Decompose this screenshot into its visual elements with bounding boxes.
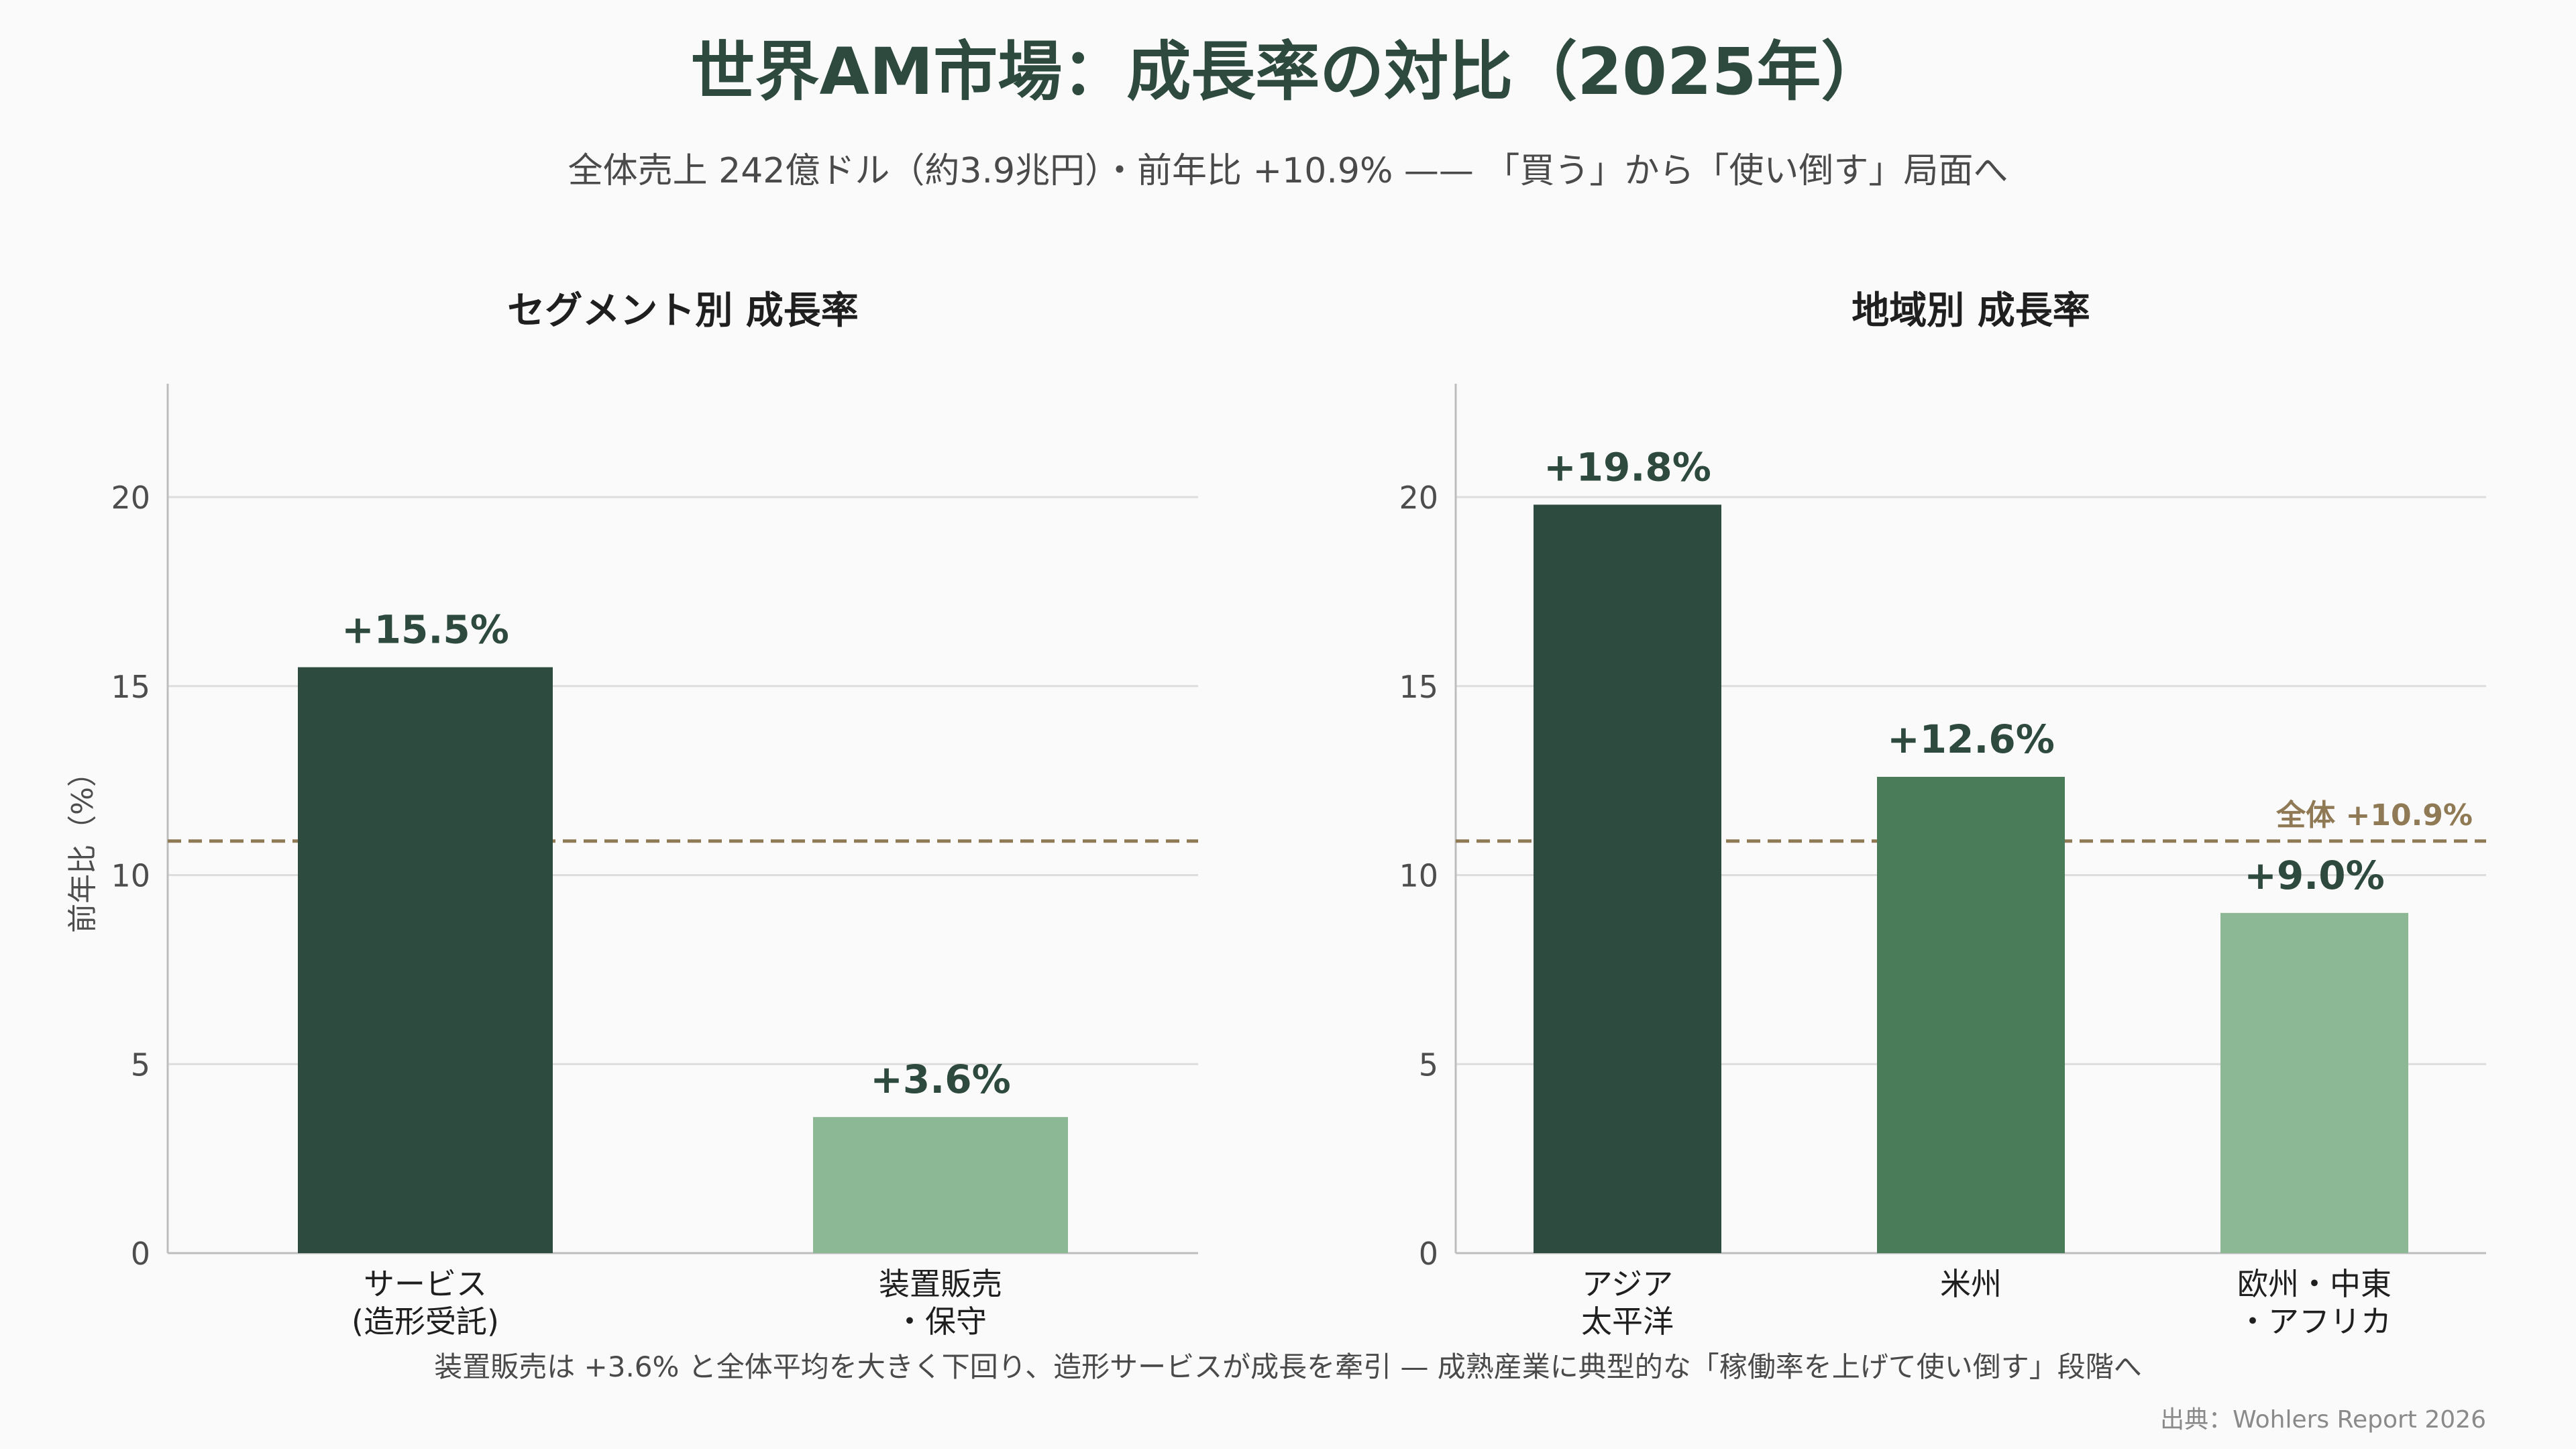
y-tick-label: 0 <box>131 1236 150 1272</box>
bar <box>1534 504 1721 1254</box>
x-tick-label-line: 太平洋 <box>1581 1303 1674 1340</box>
bar <box>1877 777 2065 1253</box>
x-tick-label: 装置販売・保守 <box>879 1266 1002 1340</box>
y-tick-label: 20 <box>1399 480 1438 516</box>
chart-panel: 地域別 成長率 0 5 10 15 20 全体 +10.9% +19.8% アジア太平洋 +12.… <box>1399 289 2486 1340</box>
y-tick-label: 10 <box>111 858 150 894</box>
bar-value-label: +19.8% <box>1544 444 1711 490</box>
bar <box>2220 912 2408 1253</box>
x-tick-label: 米州 <box>1940 1266 2002 1302</box>
chart-title: セグメント別 成長率 <box>507 289 859 333</box>
x-tick-label-line: 装置販売 <box>879 1266 1002 1302</box>
bar <box>298 667 553 1253</box>
bar-value-label: +15.5% <box>341 607 509 653</box>
y-tick-label: 5 <box>131 1046 150 1083</box>
y-tick-label: 15 <box>1399 669 1438 705</box>
subtitle: 全体売上 242億ドル（約3.9兆円）・前年比 +10.9% —— 「買う」から… <box>568 151 2008 191</box>
y-axis-label: 前年比（%） <box>66 757 100 933</box>
chart-title: 地域別 成長率 <box>1851 289 2090 333</box>
reference-line-label: 全体 +10.9% <box>2275 798 2473 833</box>
chart-panel: セグメント別 成長率 0 5 10 15 20 前年比（%） +15.5% サービス(造形受託)… <box>66 289 1198 1340</box>
x-tick-label-line: 欧州・中東 <box>2237 1266 2392 1302</box>
x-tick-label-line: ・アフリカ <box>2237 1303 2392 1340</box>
x-tick-label-line: ・保守 <box>894 1303 987 1340</box>
y-tick-label: 5 <box>1419 1046 1438 1083</box>
y-tick-label: 10 <box>1399 858 1438 894</box>
chart-panels: セグメント別 成長率 0 5 10 15 20 前年比（%） +15.5% サービス(造形受託)… <box>66 289 2486 1340</box>
y-tick-label: 15 <box>111 669 150 705</box>
main-title: 世界AM市場：成長率の対比（2025年） <box>690 34 1885 109</box>
bar <box>813 1117 1068 1253</box>
footnote: 装置販売は +3.6% と全体平均を大きく下回り、造形サービスが成長を牽引 — … <box>434 1350 2142 1383</box>
x-tick-label-line: サービス <box>364 1266 487 1302</box>
y-tick-label: 0 <box>1419 1236 1438 1272</box>
x-tick-label: サービス(造形受託) <box>352 1266 499 1340</box>
source-note: 出典：Wohlers Report 2026 <box>2160 1406 2486 1434</box>
bar-value-label: +9.0% <box>2244 853 2384 898</box>
bar-value-label: +12.6% <box>1887 716 2055 762</box>
x-tick-label: 欧州・中東・アフリカ <box>2237 1266 2392 1340</box>
y-tick-label: 20 <box>111 480 150 516</box>
x-tick-label: アジア太平洋 <box>1581 1266 1674 1340</box>
x-tick-label-line: アジア <box>1582 1266 1673 1302</box>
x-tick-label-line: (造形受託) <box>352 1303 499 1340</box>
x-tick-label-line: 米州 <box>1940 1266 2002 1302</box>
bar-value-label: +3.6% <box>870 1057 1010 1102</box>
